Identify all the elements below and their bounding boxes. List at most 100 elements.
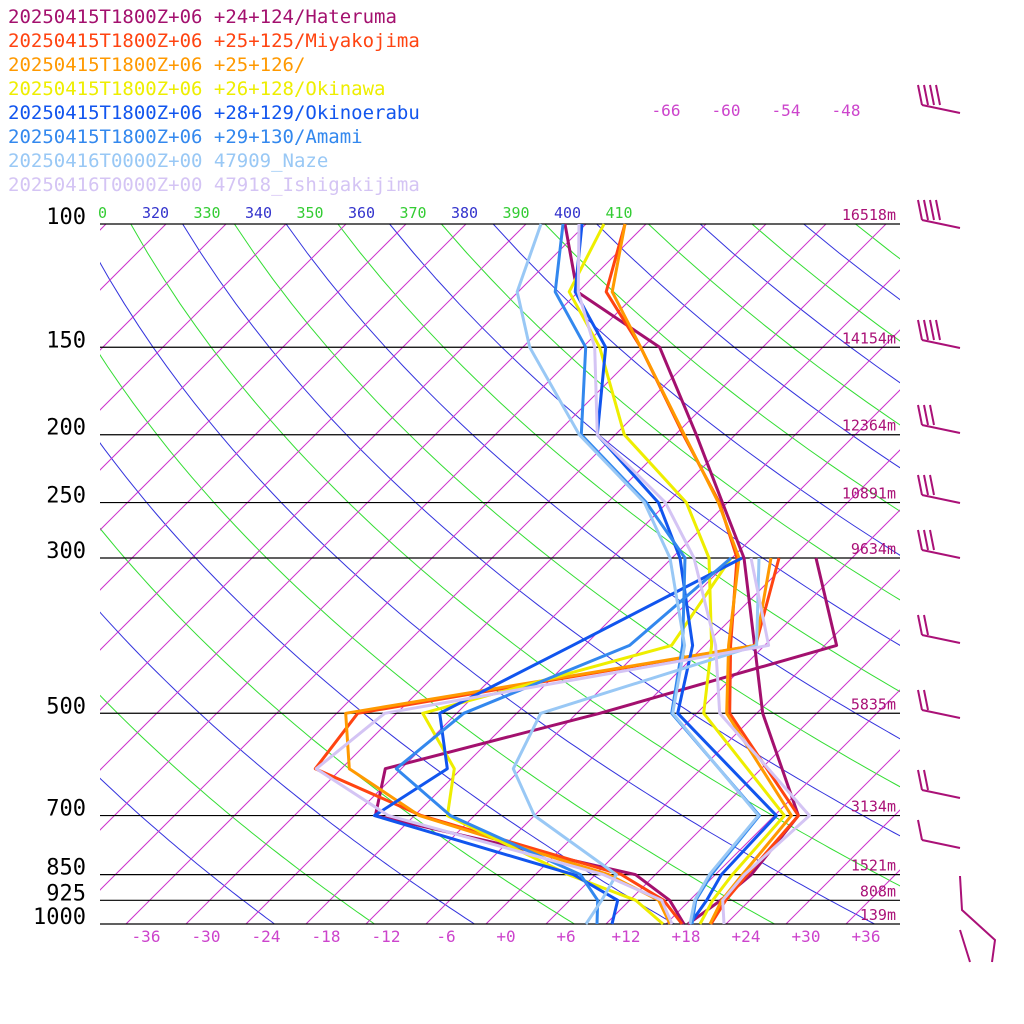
- theta-label: 330: [193, 204, 220, 222]
- wind-barb-flag: [929, 404, 935, 426]
- isotherm-top-label: -60: [712, 101, 741, 120]
- pressure-label: 700: [46, 797, 86, 822]
- wind-barb-flag: [923, 769, 929, 791]
- wind-barb-shaft: [921, 634, 961, 644]
- wind-barb-flag: [923, 199, 929, 221]
- height-label: 808m: [860, 882, 896, 900]
- isotherm-line: [906, 224, 1024, 924]
- theta-label: 410: [605, 204, 632, 222]
- pressure-label: 150: [46, 328, 86, 353]
- pressure-label: 925: [46, 881, 86, 906]
- legend-entry: 20250415T1800Z+06 +25+125/Miyakojima: [8, 30, 420, 52]
- dewpoint-profile: [373, 557, 839, 925]
- wind-barb-flag: [935, 199, 941, 221]
- wind-barb-flag: [917, 319, 923, 341]
- legend-entry: 20250416T0000Z+00 47918_Ishigakijima: [8, 174, 420, 196]
- pressure-label: 200: [46, 416, 86, 441]
- isotherm-line: [100, 224, 467, 591]
- theta-label: 390: [502, 204, 529, 222]
- pressure-label: 500: [46, 694, 86, 719]
- wind-barb-flag: [917, 404, 923, 426]
- wind-barb-flag: [917, 474, 923, 496]
- dry-adiabat-line: [100, 694, 376, 924]
- wind-barb-flag: [923, 474, 929, 496]
- legend: 20250415T1800Z+06 +24+124/Hateruma 202504…: [8, 5, 420, 197]
- height-label: 16518m: [842, 206, 896, 224]
- temperature-tick-label: -6: [436, 927, 455, 946]
- theta-label: 320: [142, 204, 169, 222]
- wind-barb-flag: [917, 819, 923, 841]
- wind-barb-flag: [917, 769, 923, 791]
- isotherm-line: [100, 224, 287, 411]
- isotherm-line: [100, 224, 347, 471]
- isotherm-line: [125, 224, 827, 924]
- wind-barb-shaft: [959, 929, 971, 963]
- wind-barb-flag: [917, 84, 923, 106]
- height-label: 10891m: [842, 485, 896, 503]
- isotherm-line: [245, 269, 900, 924]
- dry-adiabat-line: [100, 777, 276, 924]
- theta-label: 380: [451, 204, 478, 222]
- theta-label: 0: [98, 204, 107, 222]
- isotherm-line: [0, 224, 46, 924]
- temperature-profile: [515, 223, 760, 925]
- temperature-profile: [610, 223, 793, 925]
- legend-entry: 20250415T1800Z+06 +29+130/Amami: [8, 126, 363, 148]
- dry-adiabat-line: [100, 527, 576, 924]
- wind-barb-flag: [923, 689, 929, 711]
- dry-adiabat-line: [130, 224, 900, 887]
- isotherm-top-label: -48: [832, 101, 861, 120]
- wind-barb-flag: [929, 529, 935, 551]
- temperature-profile: [576, 223, 811, 925]
- temperature-tick-label: +24: [732, 927, 761, 946]
- wind-barb-flag: [935, 319, 941, 341]
- temperature-tick-label: +0: [496, 927, 515, 946]
- height-label: 9634m: [851, 540, 896, 558]
- isotherm-line: [425, 449, 900, 924]
- dewpoint-profile: [372, 556, 743, 925]
- height-label: 139m: [860, 906, 896, 924]
- wind-barb-flag: [923, 529, 929, 551]
- wind-barb-flag: [929, 84, 935, 106]
- height-label: 1521m: [851, 857, 896, 875]
- temperature-profile: [567, 223, 786, 925]
- temperature-tick-label: +30: [792, 927, 821, 946]
- temperature-tick-label: +6: [556, 927, 575, 946]
- legend-entry: 20250416T0000Z+00 47909_Naze: [8, 150, 329, 172]
- pressure-label: 250: [46, 484, 86, 509]
- wind-barb-flag: [923, 319, 929, 341]
- temperature-profile: [563, 223, 800, 926]
- wind-barb-shaft: [921, 424, 961, 434]
- isotherm-line: [100, 224, 647, 771]
- wind-barbs: [917, 84, 997, 963]
- legend-entry: 20250415T1800Z+06 +25+126/: [8, 54, 306, 76]
- temperature-profile: [573, 223, 778, 925]
- isotherm-line: [305, 329, 900, 924]
- wind-barb-flag: [929, 474, 935, 496]
- dewpoint-profile: [314, 557, 771, 925]
- temperature-profile: [553, 223, 761, 925]
- isotherm-line: [185, 224, 887, 924]
- pressure-label: 100: [46, 205, 86, 230]
- temperature-tick-label: -18: [312, 927, 341, 946]
- dry-adiabat-line: [544, 224, 900, 512]
- dry-adiabat-line: [285, 224, 900, 740]
- isotherm-line: [545, 569, 900, 924]
- height-label: 3134m: [851, 798, 896, 816]
- dry-adiabat-line: [100, 611, 476, 924]
- wind-barb-flag: [929, 199, 935, 221]
- isotherm-line: [100, 224, 227, 351]
- wind-barb-flag: [917, 689, 923, 711]
- temperature-tick-label: +36: [852, 927, 881, 946]
- dewpoint-profile: [511, 557, 761, 925]
- theta-label: 350: [296, 204, 323, 222]
- temperature-tick-label: -36: [132, 927, 161, 946]
- wind-barb-flag: [917, 614, 923, 636]
- temperature-tick-label: -12: [372, 927, 401, 946]
- temperature-tick-label: -30: [192, 927, 221, 946]
- isotherm-line: [100, 224, 707, 831]
- isotherm-line: [365, 389, 900, 924]
